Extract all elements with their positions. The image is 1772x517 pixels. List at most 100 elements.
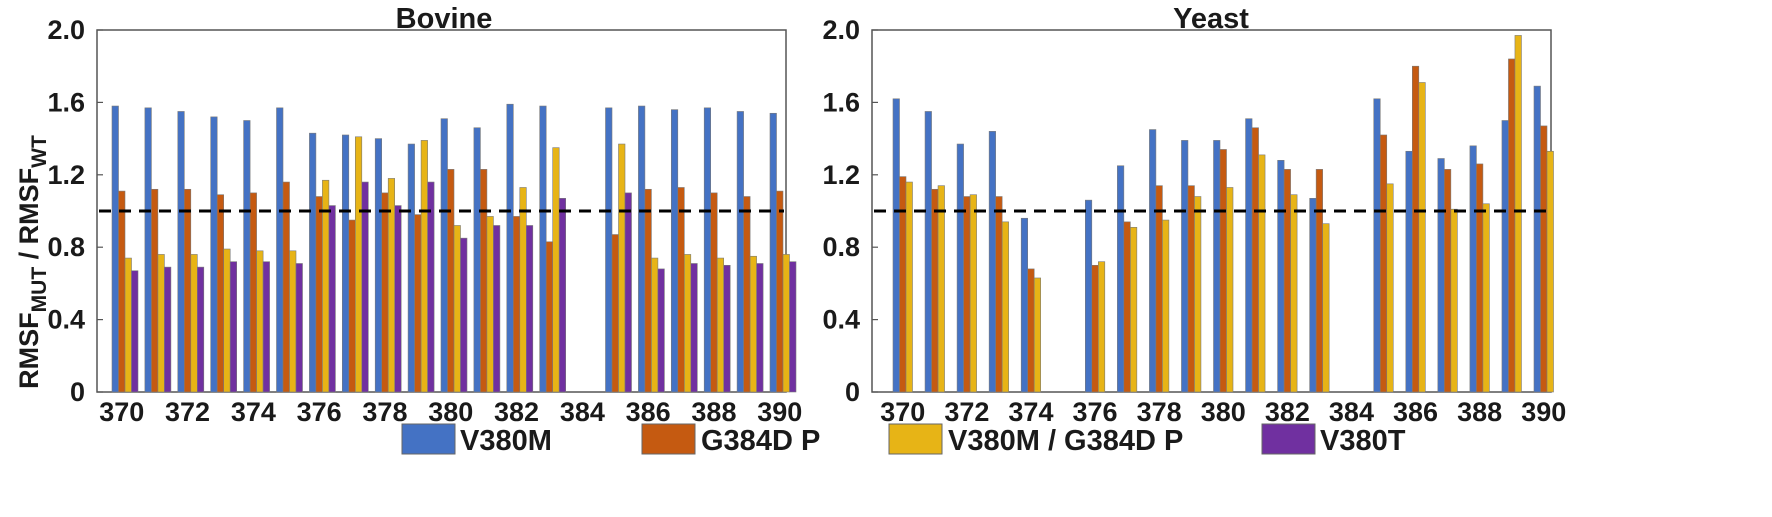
yeast-bar-v380m: [1020, 217, 1029, 393]
bovine-bar-v380t: [657, 268, 665, 393]
bovine-bar-v380m: [539, 105, 547, 393]
bovine-bar-g384d-p: [151, 188, 159, 393]
yeast-bar-v380m: [1437, 158, 1445, 393]
bovine-bar-g384d-p: [414, 214, 422, 393]
legend-swatch-v380m: [401, 423, 456, 455]
yeast-bar-g384d-p: [1412, 65, 1420, 393]
bovine-x-tick-label: 386: [626, 397, 671, 427]
legend: V380M G384D P V380M / G384D P V380T: [401, 423, 1406, 457]
y-axis-label-sub-wt: WT: [28, 135, 51, 168]
legend-label-g384d-p: G384D P: [701, 425, 820, 457]
yeast-bar-v380m: [1117, 165, 1125, 393]
yeast-bar-v380m: [1245, 118, 1253, 393]
bovine-bar-g384d-p: [315, 196, 323, 393]
bovine-bar-g384d-p: [743, 196, 751, 393]
yeast-bar-g384d-p: [1508, 58, 1516, 393]
yeast-bar-g384d-p: [1123, 221, 1131, 393]
yeast-bar-v380m: [1309, 198, 1317, 393]
bovine-x-tick-label: 382: [494, 397, 539, 427]
bovine-bar-v380t: [427, 181, 435, 393]
yeast-bar-v380m: [1373, 98, 1381, 393]
yeast-bar-v380m: [1405, 150, 1413, 393]
bovine-bar-v380m-g384d-p: [552, 147, 560, 393]
bovine-bar-v380m-g384d-p: [618, 143, 626, 393]
yeast-bar-v380m: [1533, 85, 1541, 393]
bovine-bar-v380m: [703, 107, 712, 393]
bovine-x-tick-label: 380: [428, 397, 473, 427]
yeast-bar-v380m: [892, 98, 900, 393]
yeast-y-tick-label: 0.4: [822, 305, 860, 335]
bovine-x-tick-label: 384: [560, 397, 605, 427]
bovine-x-tick-label: 378: [362, 397, 407, 427]
bovine-x-tick-label: 376: [297, 397, 342, 427]
bovine-bar-g384d-p: [447, 169, 455, 393]
yeast-bar-v380m: [1085, 199, 1093, 393]
yeast-x-tick-label: 372: [944, 397, 989, 427]
yeast-bar-v380m-g384d-p: [1194, 196, 1202, 393]
bovine-bar-v380m: [177, 111, 185, 393]
bovine-bar-v380t: [723, 264, 731, 393]
bovine-bar-v380m: [374, 138, 383, 393]
y-axis-label-main: RMSF: [14, 312, 44, 389]
bovine-bars: [111, 103, 797, 393]
bovine-y-tick-label: 0.8: [47, 232, 85, 262]
bovine-bar-g384d-p: [184, 188, 192, 393]
legend-swatch-v380m-g384d-p: [888, 423, 943, 455]
bovine-bar-v380m-g384d-p: [256, 250, 264, 393]
bovine-bar-v380t: [493, 225, 501, 393]
yeast-bar-g384d-p: [1315, 169, 1323, 393]
yeast-bar-v380m: [1149, 129, 1157, 393]
bovine-bar-v380t: [262, 261, 270, 393]
yeast-y-tick-label: 1.6: [822, 87, 860, 117]
yeast-bar-g384d-p: [995, 196, 1003, 393]
bovine-bar-v380t: [624, 192, 632, 393]
bovine-bar-v380m: [736, 111, 744, 393]
yeast-bar-v380m: [988, 131, 996, 393]
bovine-bar-v380m-g384d-p: [782, 254, 790, 393]
yeast-x-tick-label: 386: [1393, 397, 1438, 427]
yeast-x-tick-label: 388: [1457, 397, 1502, 427]
bovine-x-tick-label: 374: [231, 397, 276, 427]
legend-label-v380t: V380T: [1320, 425, 1406, 457]
bovine-bar-g384d-p: [249, 192, 257, 393]
yeast-bar-v380m-g384d-p: [937, 185, 945, 393]
yeast-bar-g384d-p: [1379, 134, 1388, 393]
yeast-bar-g384d-p: [963, 196, 971, 393]
yeast-bar-v380m: [1181, 140, 1189, 393]
yeast-bar-g384d-p: [1219, 149, 1227, 393]
yeast-bar-v380m-g384d-p: [1001, 221, 1009, 393]
bovine-bar-v380m-g384d-p: [749, 255, 757, 393]
bovine-bar-v380t: [525, 225, 534, 393]
bovine-bar-v380m-g384d-p: [683, 254, 692, 393]
bovine-bar-g384d-p: [710, 192, 718, 393]
bovine-bar-v380m: [341, 134, 350, 393]
bovine-bar-v380m-g384d-p: [420, 140, 428, 393]
bovine-bar-v380t: [756, 263, 764, 393]
legend-swatch-g384d-p: [641, 423, 696, 455]
bovine-bar-g384d-p: [118, 190, 126, 393]
yeast-bar-v380m: [1469, 145, 1477, 393]
bovine-bar-g384d-p: [480, 169, 488, 393]
yeast-bar-g384d-p: [1155, 185, 1163, 393]
bovine-bar-g384d-p: [282, 181, 290, 393]
bovine-bar-g384d-p: [545, 241, 554, 393]
bovine-y-tick-label: 1.2: [47, 160, 85, 190]
yeast-x-tick-label: 382: [1265, 397, 1310, 427]
yeast-x-tick-label: 378: [1137, 397, 1182, 427]
yeast-bar-v380m-g384d-p: [1418, 82, 1426, 393]
yeast-x-tick-label: 374: [1008, 397, 1053, 427]
bovine-bar-g384d-p: [512, 216, 521, 393]
y-axis-label: RMSFMUT / RMSFWT: [14, 135, 51, 389]
bovine-bar-v380m-g384d-p: [453, 225, 461, 393]
bovine-y-ticks: 0 0.4 0.8 1.2 1.6 2.0: [47, 15, 103, 407]
bovine-bar-v380m-g384d-p: [519, 187, 527, 393]
bovine-bar-g384d-p: [677, 187, 685, 393]
bovine-bar-v380m-g384d-p: [651, 257, 659, 393]
bovine-bar-v380m-g384d-p: [223, 248, 231, 393]
bovine-bar-v380m: [309, 132, 317, 393]
bovine-x-tick-label: 390: [757, 397, 802, 427]
yeast-y-tick-label: 1.2: [822, 160, 860, 190]
yeast-bar-v380m-g384d-p: [1514, 35, 1522, 393]
yeast-bar-v380m: [956, 143, 964, 393]
